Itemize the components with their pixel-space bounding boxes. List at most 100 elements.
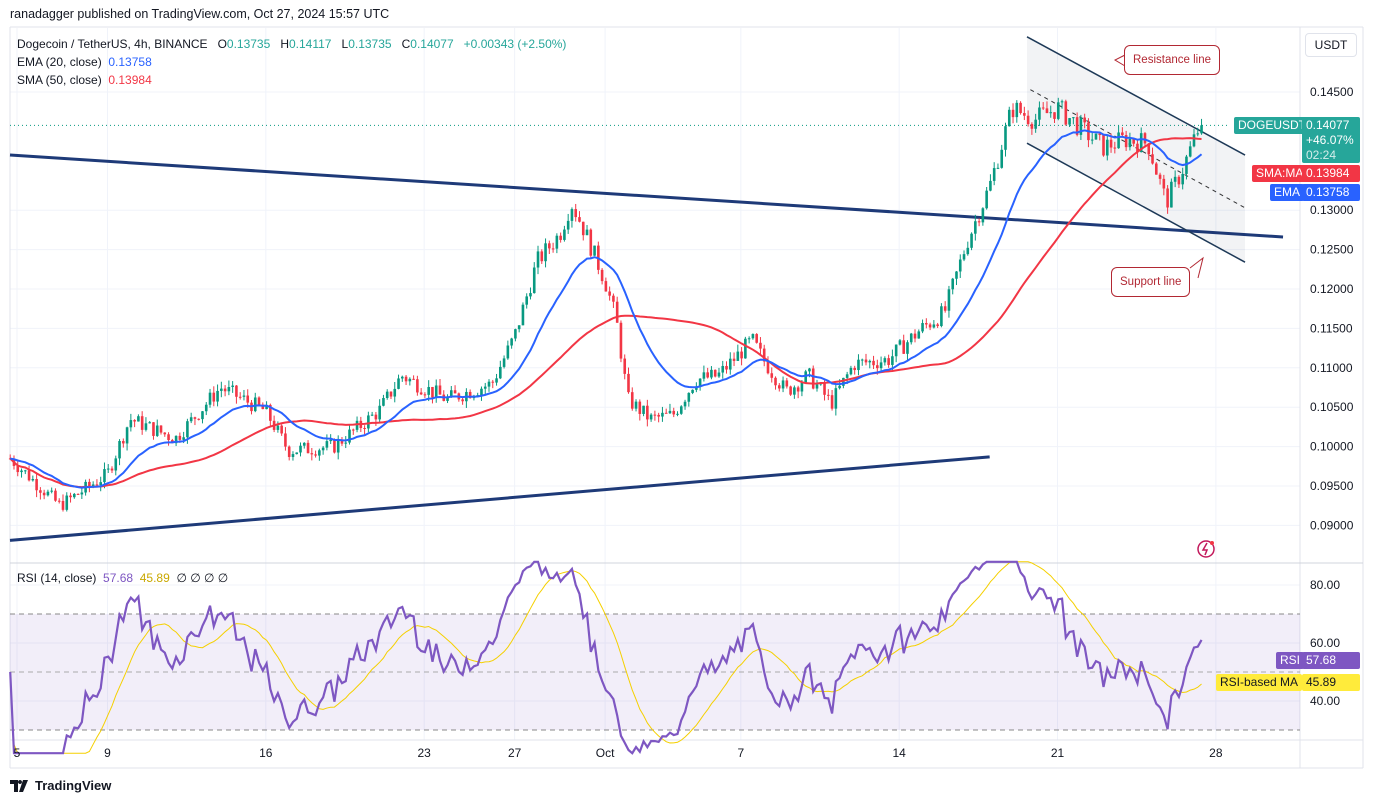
candle-body xyxy=(762,348,766,362)
candle-body xyxy=(148,422,152,424)
candle-body xyxy=(1049,112,1053,114)
candle xyxy=(517,325,521,333)
candle xyxy=(510,337,513,349)
candle xyxy=(736,344,740,361)
tradingview-logo[interactable]: TradingView xyxy=(10,778,111,793)
candle-body xyxy=(627,373,630,393)
candle xyxy=(393,381,397,403)
candle-body xyxy=(374,414,378,420)
candle-body xyxy=(506,345,510,359)
candle xyxy=(774,376,777,390)
candle xyxy=(227,380,231,396)
candle-body xyxy=(189,417,193,422)
candle xyxy=(815,379,819,392)
candle xyxy=(133,419,136,428)
candle xyxy=(69,492,72,503)
candle xyxy=(544,238,547,268)
candle xyxy=(193,416,197,426)
candle-body xyxy=(220,388,223,391)
candle xyxy=(834,383,838,416)
candle-body xyxy=(125,427,129,444)
candle-body xyxy=(698,378,702,387)
ema-legend-label[interactable]: EMA (20, close) xyxy=(17,55,102,69)
candle-body xyxy=(423,394,427,396)
candle xyxy=(61,494,65,512)
candle-body xyxy=(1007,109,1011,127)
candle-body xyxy=(468,391,472,399)
candle-body xyxy=(717,372,721,377)
candle xyxy=(1034,113,1037,133)
candle xyxy=(99,476,102,492)
candle-body xyxy=(1094,133,1098,140)
candle xyxy=(1083,113,1086,129)
news-flash-icon[interactable] xyxy=(1197,540,1215,558)
candle-body xyxy=(238,396,242,398)
candle xyxy=(529,287,532,300)
candle xyxy=(974,214,977,241)
candle xyxy=(423,392,427,398)
candle xyxy=(970,232,973,251)
candle xyxy=(20,468,23,478)
candle-body xyxy=(1075,117,1079,135)
candle-body xyxy=(1072,117,1075,119)
resistance-line-callout[interactable]: Resistance line xyxy=(1124,45,1220,75)
candle xyxy=(962,250,966,262)
candle xyxy=(883,356,887,366)
candle xyxy=(785,377,789,389)
candle xyxy=(235,385,238,404)
close-value: 0.14077 xyxy=(410,37,454,51)
price-tag-value: 0.14077 xyxy=(1306,118,1350,132)
channel-upper-resistance[interactable] xyxy=(1026,36,1246,156)
candle-body xyxy=(1139,133,1143,153)
candle xyxy=(408,377,412,386)
candle-body xyxy=(612,295,615,302)
candle xyxy=(502,355,506,369)
candle-body xyxy=(35,478,38,491)
candle-body xyxy=(16,465,20,473)
candle-body xyxy=(1060,101,1064,103)
candle-body xyxy=(325,441,329,448)
ascending-support-line[interactable] xyxy=(9,455,990,542)
candle-body xyxy=(1026,115,1030,125)
candle xyxy=(977,218,981,227)
candle-body xyxy=(958,259,962,272)
sma-legend-label[interactable]: SMA (50, close) xyxy=(17,73,102,87)
candle-body xyxy=(163,432,167,435)
candle xyxy=(906,340,909,361)
resistance-callout-pointer xyxy=(1113,54,1126,67)
candle-body xyxy=(1136,143,1139,153)
price-axis-label: 0.10500 xyxy=(1310,400,1354,414)
price-axis-label: 0.10000 xyxy=(1310,440,1354,454)
candle-body xyxy=(287,446,291,457)
candle-body xyxy=(318,450,321,456)
candle xyxy=(864,353,868,366)
candle xyxy=(1166,185,1169,214)
support-line-callout[interactable]: Support line xyxy=(1111,267,1191,297)
candle xyxy=(1072,117,1075,125)
candle xyxy=(57,498,61,504)
descending-support-line[interactable] xyxy=(9,153,1284,239)
footer-brand: TradingView xyxy=(35,778,112,793)
candle-body xyxy=(42,492,46,496)
candle-body xyxy=(182,437,185,440)
candle xyxy=(1068,117,1071,127)
rsi-legend-label[interactable]: RSI (14, close) xyxy=(17,571,97,585)
candle-body xyxy=(1113,147,1117,149)
time-axis-label: Oct xyxy=(596,746,615,760)
candle-body xyxy=(480,388,483,396)
candle xyxy=(668,403,672,415)
candle-body xyxy=(785,380,789,387)
candle-body xyxy=(438,385,442,395)
currency-button[interactable]: USDT xyxy=(1305,33,1357,57)
candle xyxy=(110,466,114,474)
ema-20-line xyxy=(10,129,1203,489)
candle xyxy=(291,451,295,461)
candle xyxy=(525,293,529,309)
candle xyxy=(367,411,370,433)
candle xyxy=(159,425,163,435)
candle xyxy=(453,385,457,394)
symbol-name[interactable]: Dogecoin / TetherUS, 4h, BINANCE xyxy=(17,37,208,51)
candle-body xyxy=(789,386,792,395)
channel-lower-support[interactable] xyxy=(1026,142,1246,263)
